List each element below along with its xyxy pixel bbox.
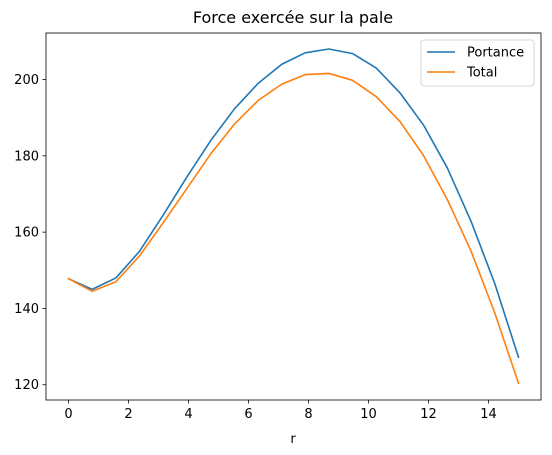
y-tick-label: 200 [14, 73, 39, 88]
axes-frame [45, 32, 542, 401]
y-axis: 120 140 160 180 200 [14, 73, 46, 393]
series-lines [67, 48, 520, 385]
series-line-total [67, 72, 520, 385]
x-tick-label: 4 [184, 407, 192, 422]
x-tick-label: 14 [480, 407, 497, 422]
legend-label-portance: Portance [467, 46, 524, 61]
y-tick-label: 180 [14, 149, 39, 164]
x-tick-label: 2 [124, 407, 132, 422]
x-tick-label: 6 [244, 407, 252, 422]
y-tick-label: 160 [14, 226, 39, 241]
legend-label-total: Total [466, 66, 497, 81]
chart-title: Force exercée sur la pale [193, 8, 393, 27]
legend: Portance Total [420, 39, 535, 87]
series-line-portance [67, 48, 520, 359]
x-axis-label: r [290, 432, 296, 447]
x-tick-label: 10 [360, 407, 377, 422]
x-tick-label: 12 [420, 407, 437, 422]
y-tick-label: 140 [14, 302, 39, 317]
y-tick-label: 120 [14, 378, 39, 393]
x-axis: 0 2 4 6 8 10 12 14 [64, 400, 497, 422]
x-tick-label: 0 [64, 407, 72, 422]
x-tick-label: 8 [304, 407, 312, 422]
